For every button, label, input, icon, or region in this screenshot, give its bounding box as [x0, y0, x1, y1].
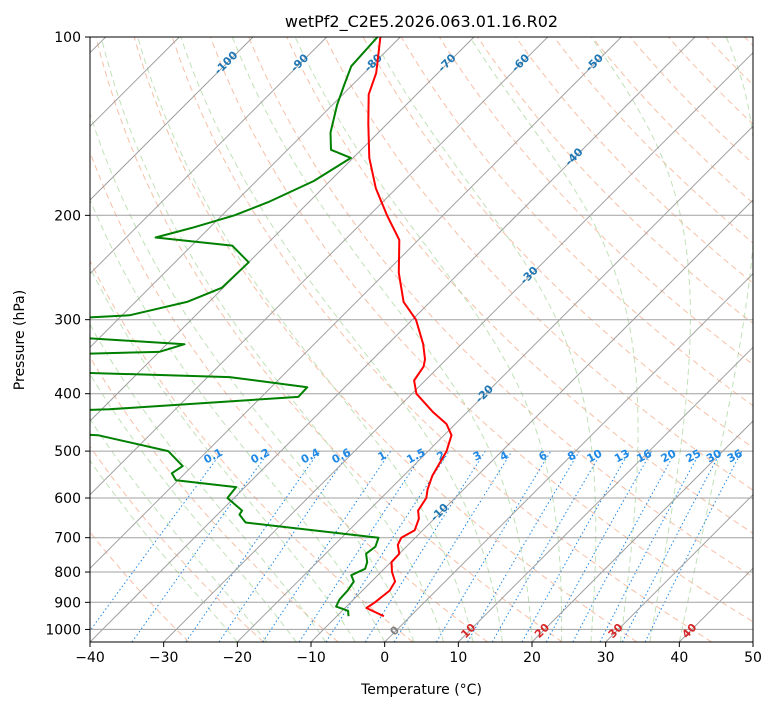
- x-tick-label: 40: [670, 650, 688, 666]
- y-tick-label: 800: [54, 565, 81, 581]
- y-tick-label: 700: [54, 531, 81, 547]
- x-tick-label: 30: [597, 650, 615, 666]
- y-tick-label: 1000: [45, 622, 81, 638]
- x-tick-label: 50: [744, 650, 762, 666]
- x-tick-label: −20: [223, 650, 253, 666]
- x-tick-label: −10: [296, 650, 326, 666]
- x-tick-label: 10: [449, 650, 467, 666]
- y-axis-ticks: 100 200 300 400 500 600 700 800 900 1000: [45, 30, 90, 638]
- y-axis-label: Pressure (hPa): [12, 290, 28, 390]
- x-axis-label: Temperature (°C): [360, 682, 482, 698]
- y-tick-label: 200: [54, 208, 81, 224]
- x-tick-label: −30: [149, 650, 179, 666]
- x-tick-label: −40: [75, 650, 105, 666]
- x-tick-label: 0: [380, 650, 389, 666]
- y-tick-label: 600: [54, 491, 81, 507]
- x-axis-ticks: −40 −30 −20 −10 0 10 20 30 40 50: [75, 642, 762, 666]
- chart-title: wetPf2_C2E5.2026.063.01.16.R02: [285, 12, 558, 32]
- isotherm-line: [753, 37, 775, 642]
- x-tick-label: 20: [523, 650, 541, 666]
- y-tick-label: 900: [54, 595, 81, 611]
- y-tick-label: 100: [54, 30, 81, 46]
- y-tick-label: 500: [54, 444, 81, 460]
- y-tick-label: 400: [54, 387, 81, 403]
- y-tick-label: 300: [54, 313, 81, 329]
